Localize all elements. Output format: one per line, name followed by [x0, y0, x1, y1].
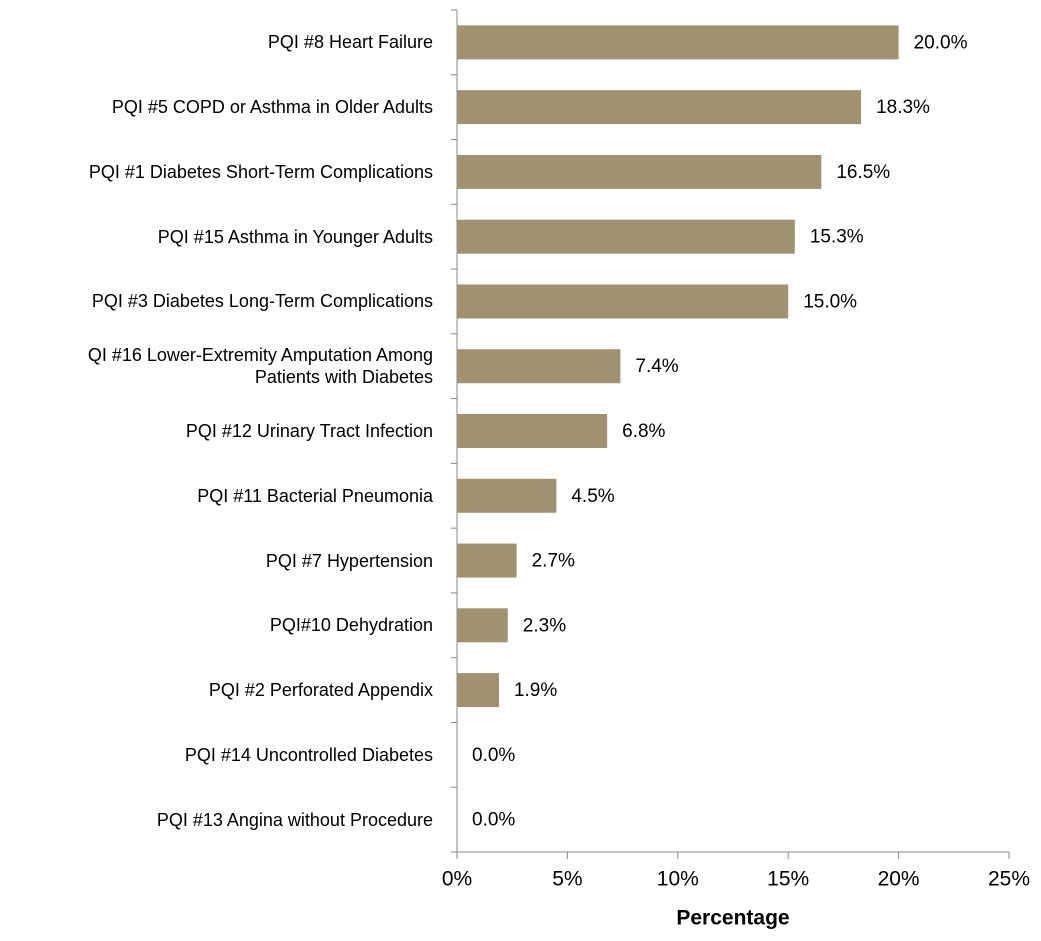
- bar: [457, 25, 899, 60]
- value-label: 0.0%: [472, 810, 515, 831]
- bar: [457, 90, 862, 125]
- value-label: 6.8%: [622, 421, 665, 442]
- y-tick-label: PQI #5 COPD or Asthma in Older Adults: [111, 97, 433, 118]
- bar: [457, 414, 608, 448]
- value-label: 0.0%: [472, 745, 515, 766]
- bar: [457, 478, 557, 513]
- y-tick-label: PQI #11 Bacterial Pneumonia: [197, 485, 433, 506]
- y-tick-label: PQI #2 Perforated Appendix: [208, 680, 433, 701]
- value-label: 16.5%: [836, 162, 890, 183]
- value-label: 7.4%: [635, 356, 678, 377]
- y-tick-label: PQI #3 Diabetes Long-Term Complications: [91, 291, 433, 312]
- bar: [457, 219, 795, 254]
- y-tick-label: PQI #1 Diabetes Short-Term Complications: [88, 161, 433, 182]
- bar: [457, 608, 508, 643]
- x-tick-label: 20%: [878, 868, 920, 891]
- value-label: 20.0%: [914, 32, 968, 53]
- y-tick-label: QI #16 Lower-Extremity Amputation Among …: [87, 345, 433, 388]
- x-axis-title: Percentage: [676, 907, 789, 930]
- y-tick-label: PQI #12 Urinary Tract Infection: [185, 421, 433, 441]
- y-tick-label: PQI #14 Uncontrolled Diabetes: [184, 744, 433, 765]
- y-tick-label: PQI #7 Hypertension: [265, 550, 433, 571]
- bar: [457, 284, 789, 319]
- bar: [457, 349, 621, 384]
- value-label: 15.3%: [810, 227, 864, 248]
- x-tick-label: 5%: [552, 868, 582, 891]
- bar: [457, 543, 517, 578]
- y-tick-label: PQI#10 Dehydration: [269, 615, 433, 636]
- x-tick-label: 15%: [767, 868, 809, 891]
- value-label: 4.5%: [571, 486, 614, 507]
- value-label: 1.9%: [514, 680, 557, 701]
- y-tick-label: PQI #13 Angina without Procedure: [156, 809, 433, 830]
- bar: [457, 154, 822, 189]
- x-tick-label: 0%: [442, 868, 472, 891]
- value-label: 18.3%: [876, 97, 930, 118]
- bar: [457, 673, 499, 708]
- y-tick-label: PQI #8 Heart Failure: [267, 32, 433, 53]
- x-tick-label: 25%: [988, 868, 1030, 891]
- y-tick-label: PQI #15 Asthma in Younger Adults: [157, 226, 433, 247]
- value-label: 2.7%: [532, 551, 575, 572]
- value-label: 2.3%: [523, 615, 566, 636]
- value-label: 15.0%: [803, 291, 857, 312]
- x-tick-label: 10%: [657, 868, 699, 891]
